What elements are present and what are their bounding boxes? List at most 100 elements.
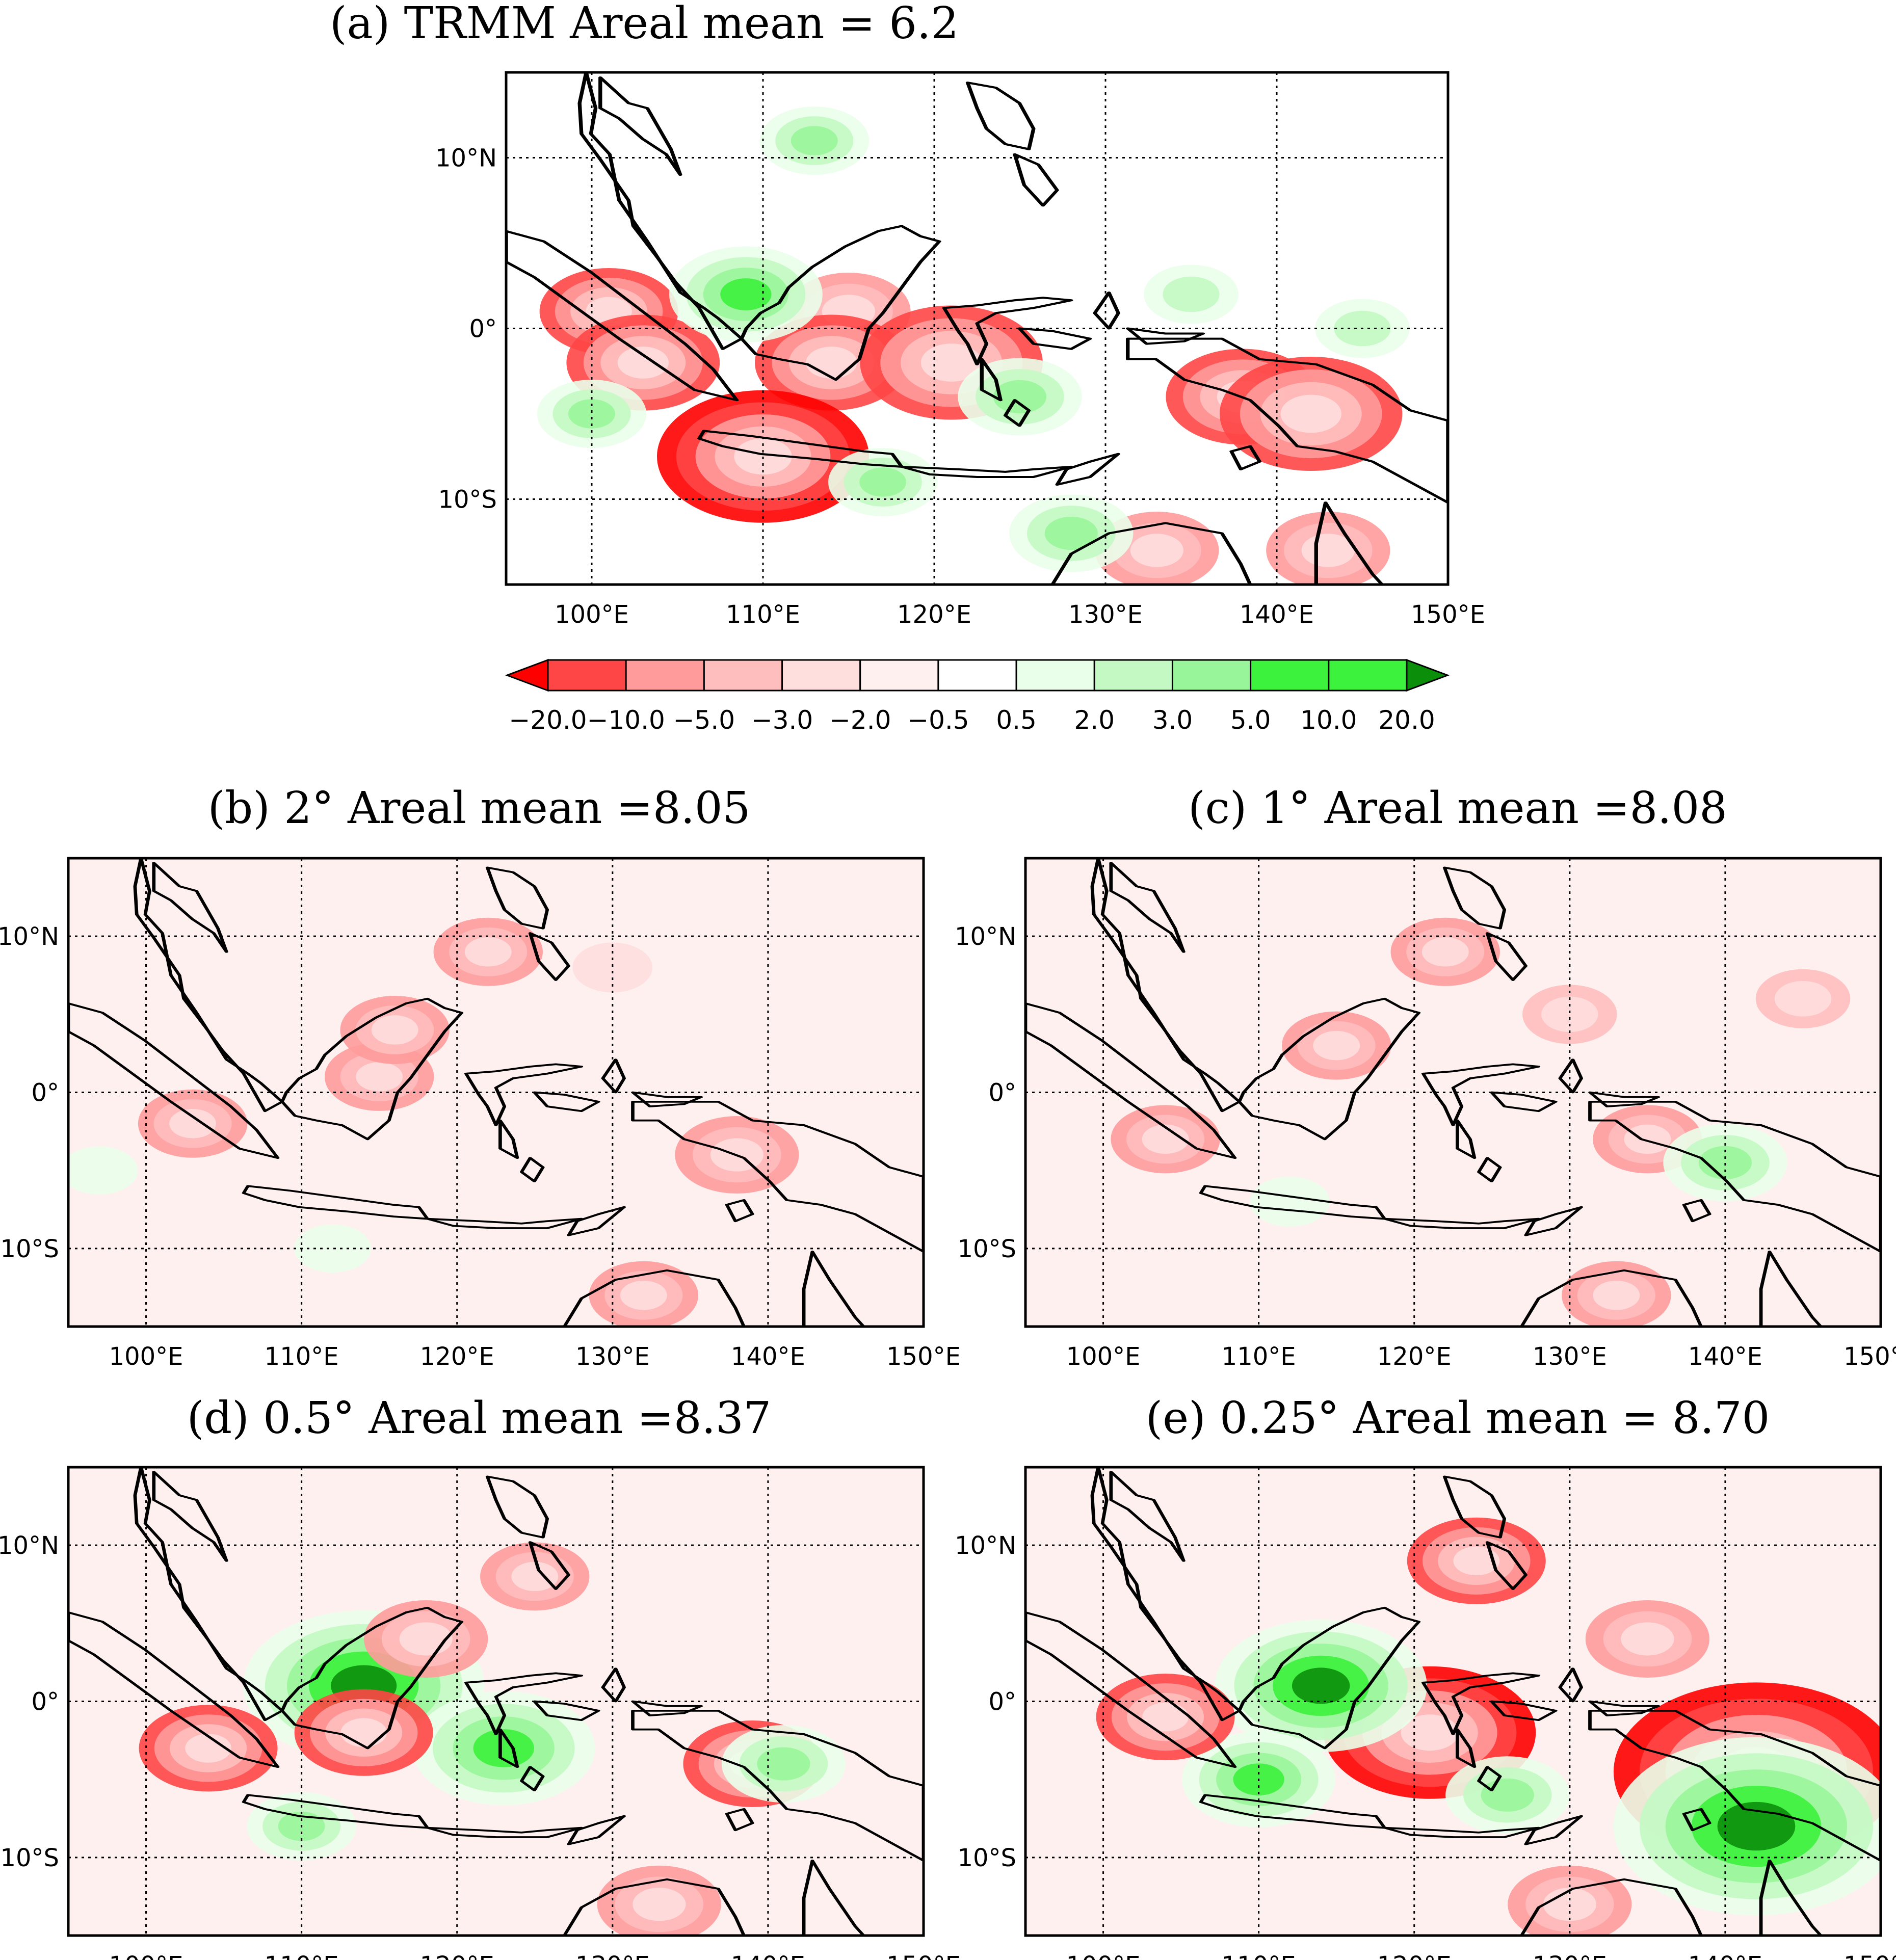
x-tick-label: 100°E: [109, 1951, 183, 1960]
colorbar-bin: [859, 659, 939, 692]
x-tick-label: 120°E: [897, 600, 971, 629]
x-tick-label: 140°E: [1688, 1342, 1762, 1371]
blob-a-1: [617, 347, 669, 379]
colorbar-extend-low: [505, 658, 549, 692]
y-tick-label: 10°N: [435, 144, 497, 173]
colorbar-extend-high: [1406, 658, 1450, 692]
map-frame: [1024, 857, 1882, 1328]
blob-d-5: [185, 1734, 231, 1763]
x-tick-label: 110°E: [1222, 1951, 1296, 1960]
colorbar-tick-label: −10.0: [587, 705, 665, 735]
blob-e-9: [1481, 1778, 1534, 1812]
map-frame: [67, 857, 925, 1328]
colorbar-tick-label: 20.0: [1378, 705, 1435, 735]
y-tick-label: 0°: [988, 1688, 1016, 1716]
x-tick-label: 110°E: [1222, 1342, 1296, 1371]
blob-e-5: [1453, 1546, 1500, 1576]
blob-b-7: [68, 1146, 138, 1195]
panel-title: (a) TRMM Areal mean = 6.2: [330, 0, 959, 49]
blob-e-3: [1717, 1802, 1796, 1851]
blob-c-7: [1421, 937, 1469, 967]
blob-a-13: [859, 467, 907, 497]
panel-title: (b) 2° Areal mean =8.05: [208, 783, 751, 834]
colorbar-tick-label: 2.0: [1074, 705, 1115, 735]
blob-c-2: [1541, 996, 1598, 1032]
blob-b-0: [356, 1062, 403, 1092]
blob-a-4: [920, 343, 982, 382]
blob-e-6: [1142, 1702, 1189, 1732]
blob-b-6: [572, 942, 653, 993]
blob-e-1: [1401, 1714, 1459, 1751]
blob-c-4: [1142, 1124, 1189, 1154]
y-tick-label: 0°: [31, 1688, 59, 1716]
x-tick-label: 140°E: [1240, 600, 1314, 629]
x-tick-label: 130°E: [575, 1342, 650, 1371]
blob-c-8: [1250, 1176, 1330, 1227]
y-tick-label: 10°S: [957, 1844, 1016, 1872]
blob-d-2: [340, 1718, 387, 1747]
x-tick-label: 130°E: [1068, 600, 1143, 629]
blob-a-8: [1130, 534, 1183, 567]
panel-d: 100°E 110°E 120°E 130°E 140°E 150°E 10°N 0° 10°S…: [0, 1393, 961, 1960]
x-tick-label: 120°E: [420, 1342, 494, 1371]
blob-a-5: [734, 438, 792, 475]
x-tick-label: 140°E: [1688, 1951, 1762, 1960]
colorbar-bin: [703, 659, 783, 692]
colorbar: −20.0 −10.0 −5.0 −3.0 −2.0 −0.5 0.5 2.0 3.0 5.0 10…: [505, 658, 1450, 735]
colorbar-bin: [937, 659, 1017, 692]
panel-a: 100°E 110°E 120°E 130°E 140°E 150°E 10°N 0° 10°S…: [330, 0, 1485, 629]
x-tick-label: 150°E: [886, 1951, 961, 1960]
y-tick-label: 10°N: [955, 1531, 1016, 1560]
blob-a-14: [1163, 276, 1220, 312]
colorbar-bin: [1250, 659, 1330, 692]
colorbar-tick-label: −20.0: [509, 705, 587, 735]
y-tick-label: 10°S: [0, 1844, 59, 1872]
map-frame: [1024, 1466, 1882, 1937]
panel-title: (c) 1° Areal mean =8.08: [1188, 783, 1727, 834]
panel-e: 100°E 110°E 120°E 130°E 140°E 150°E 10°N 0° 10°S…: [955, 1393, 1896, 1960]
colorbar-tick-label: 0.5: [996, 705, 1037, 735]
colorbar-bin: [1093, 659, 1173, 692]
panel-title: (d) 0.5° Areal mean =8.37: [187, 1393, 772, 1444]
colorbar-tick-label: 3.0: [1152, 705, 1193, 735]
colorbar-bin: [1015, 659, 1095, 692]
x-tick-label: 150°E: [1844, 1342, 1896, 1371]
x-tick-label: 130°E: [1533, 1951, 1607, 1960]
blob-c-3: [1698, 1146, 1752, 1179]
anomaly-field: [1111, 917, 1851, 1327]
blob-d-7: [757, 1747, 810, 1781]
blob-b-8: [294, 1224, 372, 1273]
colorbar-bin: [625, 659, 705, 692]
x-tick-label: 100°E: [1066, 1951, 1141, 1960]
blob-d-6: [633, 1888, 686, 1921]
blob-e-7: [1621, 1622, 1674, 1656]
anomaly-field: [139, 1542, 846, 1936]
x-tick-label: 120°E: [420, 1951, 494, 1960]
colorbar-bin: [547, 659, 627, 692]
anomaly-field: [68, 917, 799, 1327]
colorbar-tick-label: 5.0: [1230, 705, 1271, 735]
y-tick-label: 10°N: [0, 922, 59, 951]
map-frame: [67, 1466, 925, 1937]
blob-a-10: [720, 278, 772, 310]
colorbar-tick-label: −2.0: [829, 705, 891, 735]
y-tick-label: 0°: [469, 315, 497, 343]
blob-b-1: [371, 1015, 418, 1045]
colorbar-bin: [1328, 659, 1408, 692]
y-tick-label: 0°: [988, 1079, 1016, 1107]
blob-d-1: [473, 1729, 534, 1767]
x-tick-label: 120°E: [1377, 1951, 1452, 1960]
blob-c-5: [1593, 1281, 1640, 1310]
x-tick-label: 110°E: [265, 1951, 339, 1960]
x-tick-label: 130°E: [575, 1951, 650, 1960]
anomaly-field: [537, 107, 1410, 585]
colorbar-tick-label: −5.0: [673, 705, 735, 735]
blob-e-2: [1292, 1667, 1350, 1704]
blob-c-6: [1774, 981, 1832, 1017]
blob-c-1: [1624, 1124, 1671, 1154]
blob-a-15: [1044, 516, 1098, 550]
blob-a-11: [993, 380, 1047, 414]
panel-title: (e) 0.25° Areal mean = 8.70: [1146, 1393, 1770, 1444]
